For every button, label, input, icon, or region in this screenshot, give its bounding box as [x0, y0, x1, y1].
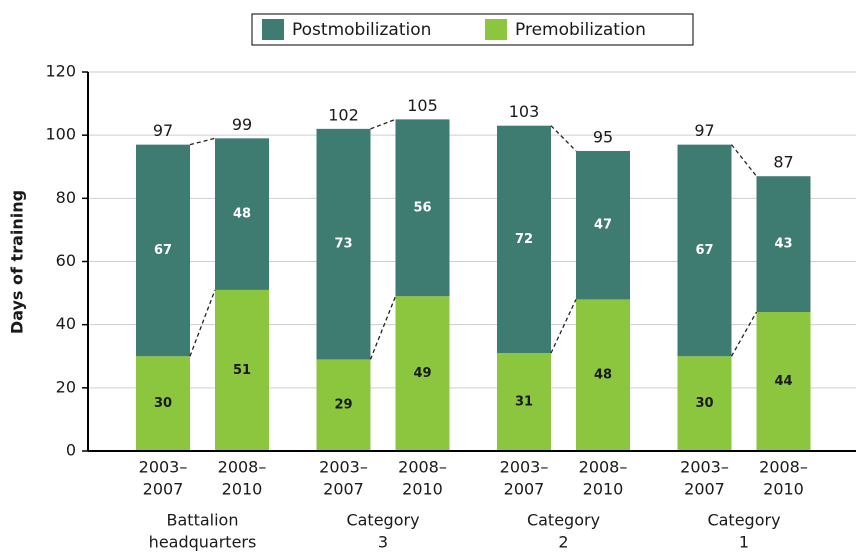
x-tick-label: 2010	[402, 480, 443, 499]
y-tick-label: 20	[56, 377, 76, 396]
value-label: 67	[154, 243, 172, 258]
bar-segment	[497, 353, 551, 451]
y-tick-label: 120	[45, 62, 76, 81]
value-label: 31	[515, 395, 533, 410]
legend-label: Premobilization	[515, 20, 646, 40]
x-tick-label: 2007	[323, 480, 364, 499]
value-label: 48	[233, 207, 251, 222]
connector	[730, 311, 758, 357]
value-label: 73	[334, 237, 352, 252]
x-tick-label: 2007	[684, 480, 725, 499]
x-tick-label: 2007	[504, 480, 545, 499]
y-tick-label: 0	[66, 441, 76, 460]
value-label: 72	[515, 232, 533, 247]
group-label: Battalion	[167, 511, 239, 530]
legend-label: Postmobilization	[292, 20, 431, 40]
connector	[369, 296, 397, 360]
total-label: 97	[153, 121, 173, 140]
bar-segment	[395, 296, 450, 451]
value-label: 44	[774, 374, 792, 389]
value-label: 56	[413, 200, 431, 215]
value-label: 30	[154, 396, 172, 411]
group-label: headquarters	[149, 533, 257, 552]
connector	[730, 144, 758, 177]
group-label: Category	[707, 511, 780, 530]
x-tick-label: 2007	[143, 480, 184, 499]
bar-segment	[497, 125, 551, 354]
value-label: 67	[695, 243, 713, 258]
group-label: Category	[346, 511, 419, 530]
legend-swatch	[262, 19, 284, 40]
legend-swatch	[485, 19, 507, 40]
group-label: Category	[527, 511, 600, 530]
connector	[550, 125, 577, 152]
x-tick-label: 2010	[222, 480, 263, 499]
bar-segment	[215, 138, 269, 290]
total-label: 95	[593, 127, 613, 146]
connector	[370, 118, 396, 130]
x-tick-label: 2008–	[759, 458, 808, 477]
value-label: 47	[594, 218, 612, 233]
x-tick-label: 2003–	[139, 458, 188, 477]
bar-segment	[316, 359, 371, 451]
value-label: 29	[334, 398, 352, 413]
value-label: 30	[695, 396, 713, 411]
bar-segment	[395, 119, 450, 297]
value-label: 49	[413, 366, 431, 381]
bar-segment	[756, 312, 811, 451]
group-label: 2	[558, 533, 568, 552]
group-label: 3	[378, 533, 388, 552]
total-label: 105	[407, 96, 438, 115]
value-label: 43	[774, 237, 792, 252]
legend-box	[251, 13, 694, 46]
bar-segment	[136, 144, 190, 357]
y-tick-label: 60	[56, 251, 76, 270]
bar-segment	[677, 144, 732, 357]
value-label: 51	[233, 363, 251, 378]
y-tick-label: 80	[56, 188, 76, 207]
total-label: 102	[328, 105, 359, 124]
x-tick-label: 2003–	[319, 458, 368, 477]
x-tick-label: 2010	[583, 480, 624, 499]
y-tick-label: 100	[45, 125, 76, 144]
connector	[189, 289, 216, 357]
group-label: 1	[739, 533, 749, 552]
connector	[189, 137, 216, 146]
x-tick-label: 2008–	[398, 458, 447, 477]
value-label: 48	[594, 368, 612, 383]
bar-segment	[576, 150, 630, 300]
x-tick-label: 2008–	[218, 458, 267, 477]
bar-segment	[576, 299, 630, 451]
x-tick-label: 2008–	[579, 458, 628, 477]
total-label: 99	[232, 115, 252, 134]
total-label: 103	[509, 102, 540, 121]
connector	[550, 299, 577, 354]
total-label: 87	[773, 153, 793, 172]
total-label: 97	[694, 121, 714, 140]
bar-segment	[756, 176, 811, 313]
y-axis-label: Days of training	[8, 190, 27, 334]
bar-segment	[316, 128, 371, 360]
bar-segment	[215, 289, 269, 451]
x-tick-label: 2003–	[500, 458, 549, 477]
bar-segment	[136, 356, 190, 451]
y-tick-label: 40	[56, 314, 76, 333]
bar-segment	[677, 356, 732, 451]
x-tick-label: 2010	[763, 480, 804, 499]
x-tick-label: 2003–	[680, 458, 729, 477]
